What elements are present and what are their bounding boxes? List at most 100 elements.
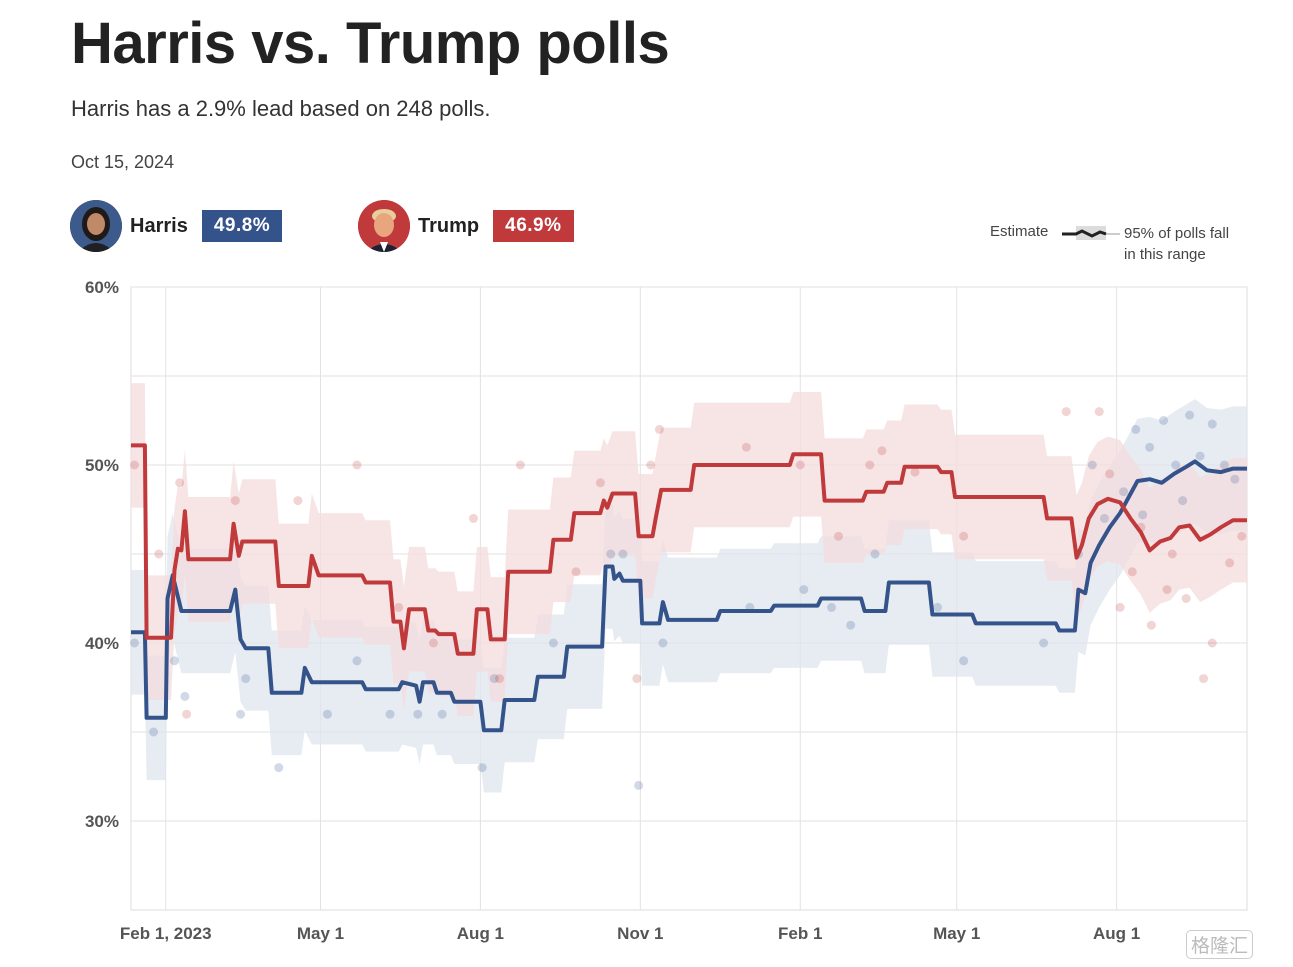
y-tick-label: 60%: [85, 278, 119, 297]
harris-poll-dot: [385, 709, 395, 719]
x-tick-label: May 1: [933, 924, 980, 943]
x-tick-label: Aug 1: [1093, 924, 1140, 943]
trump-poll-dot: [1061, 407, 1071, 417]
trump-poll-dot: [468, 513, 478, 523]
harris-poll-dot: [959, 656, 969, 666]
harris-poll-dot: [870, 549, 880, 559]
harris-poll-dot: [1099, 513, 1109, 523]
legend-estimate-label: Estimate: [990, 223, 1049, 240]
harris-poll-dot: [477, 763, 487, 773]
harris-poll-dot: [799, 585, 809, 595]
x-tick-label: May 1: [297, 924, 344, 943]
harris-poll-dot: [1171, 460, 1181, 470]
trump-confidence-band: [131, 383, 1247, 716]
trump-poll-dot: [293, 496, 303, 506]
trump-portrait-icon: [358, 200, 410, 252]
update-date: Oct 15, 2024: [71, 152, 175, 172]
trump-poll-dot: [1181, 594, 1191, 603]
legend-range-line2: in this range: [1124, 246, 1206, 263]
harris-poll-dot: [489, 674, 499, 684]
harris-value-badge: 49.8%: [201, 210, 283, 242]
trump-poll-dot: [654, 424, 664, 434]
harris-poll-dot: [236, 709, 246, 719]
trump-poll-dot: [1225, 558, 1235, 568]
harris-poll-dot: [1131, 424, 1141, 434]
candidate-harris: Harris 49.8%: [70, 199, 283, 253]
harris-poll-dot: [1219, 460, 1229, 470]
trump-poll-dot: [182, 709, 192, 719]
trump-name: Trump: [418, 214, 480, 237]
candidate-trump: Trump 46.9%: [358, 199, 574, 253]
trump-poll-dot: [1127, 567, 1137, 577]
trump-poll-dot: [428, 638, 438, 648]
trump-poll-dot: [1146, 620, 1156, 630]
harris-poll-dot: [1207, 419, 1217, 429]
harris-poll-dot: [548, 638, 558, 648]
trump-poll-dot: [394, 602, 404, 612]
trump-poll-dot: [959, 531, 969, 541]
x-tick-label: Feb 1: [778, 924, 822, 943]
trump-poll-dot: [1199, 674, 1209, 684]
harris-name: Harris: [130, 214, 188, 237]
harris-poll-dot: [241, 674, 251, 684]
trump-poll-dot: [865, 460, 875, 470]
legend-range-line1: 95% of polls fall: [1124, 225, 1230, 242]
harris-confidence-band: [131, 399, 1247, 793]
harris-poll-dot: [274, 763, 284, 773]
harris-poll-dot: [352, 656, 362, 666]
trump-poll-dot: [352, 460, 362, 470]
trump-poll-dot: [1115, 602, 1125, 612]
trump-poll-dot: [1105, 469, 1115, 479]
harris-poll-dot: [1159, 416, 1169, 425]
trump-poll-dot: [154, 549, 164, 559]
harris-poll-dot: [437, 709, 447, 719]
trump-poll-dot: [1207, 638, 1217, 648]
harris-poll-dot: [618, 549, 628, 559]
harris-poll-dot: [933, 602, 943, 612]
estimate-lines: [131, 443, 1247, 733]
harris-poll-dot: [1087, 460, 1097, 470]
harris-poll-dot: [1178, 496, 1188, 506]
trump-poll-dot: [515, 460, 525, 470]
trump-poll-dot: [1167, 549, 1177, 559]
x-tick-label: Feb 1, 2023: [120, 924, 212, 943]
harris-poll-dot: [149, 727, 159, 737]
trump-poll-dot: [910, 467, 920, 477]
x-tick-label: Nov 1: [617, 924, 663, 943]
y-tick-label: 40%: [85, 634, 119, 653]
trump-poll-dot: [877, 446, 887, 456]
harris-poll-dot: [1185, 410, 1195, 420]
trump-poll-dot: [1094, 407, 1104, 417]
harris-poll-dot: [180, 691, 190, 701]
harris-poll-dot: [413, 709, 423, 719]
harris-poll-dot: [129, 638, 139, 648]
page-subtitle: Harris has a 2.9% lead based on 248 poll…: [71, 96, 491, 121]
harris-poll-dot: [1230, 474, 1240, 484]
harris-poll-dot: [606, 549, 616, 559]
page-title: Harris vs. Trump polls: [71, 11, 670, 76]
confidence-bands: [131, 383, 1247, 793]
harris-poll-dot: [1195, 451, 1205, 461]
harris-poll-dot: [827, 602, 837, 612]
trump-poll-dot: [129, 460, 139, 470]
harris-poll-dot: [322, 709, 332, 719]
trump-value-badge: 46.9%: [493, 210, 574, 242]
harris-poll-dot: [846, 620, 856, 630]
trump-poll-dot: [1162, 585, 1172, 595]
harris-poll-dot: [634, 780, 644, 790]
harris-poll-dot: [169, 656, 179, 666]
trump-poll-dot: [1237, 531, 1247, 541]
harris-poll-dot: [1138, 510, 1148, 520]
trump-poll-dot: [833, 531, 843, 541]
trump-poll-dot: [646, 460, 656, 470]
legend-range-label: 95% of polls fall in this range: [1124, 223, 1229, 265]
harris-estimate-line: [131, 459, 1247, 733]
harris-poll-dot: [1039, 638, 1049, 648]
trump-poll-dot: [795, 460, 805, 470]
harris-portrait-icon: [70, 200, 122, 252]
y-tick-label: 30%: [85, 812, 119, 831]
harris-poll-dot: [1119, 487, 1129, 497]
trump-poll-dot: [495, 674, 505, 684]
trump-poll-dot: [175, 478, 185, 488]
harris-poll-dot: [658, 638, 668, 648]
